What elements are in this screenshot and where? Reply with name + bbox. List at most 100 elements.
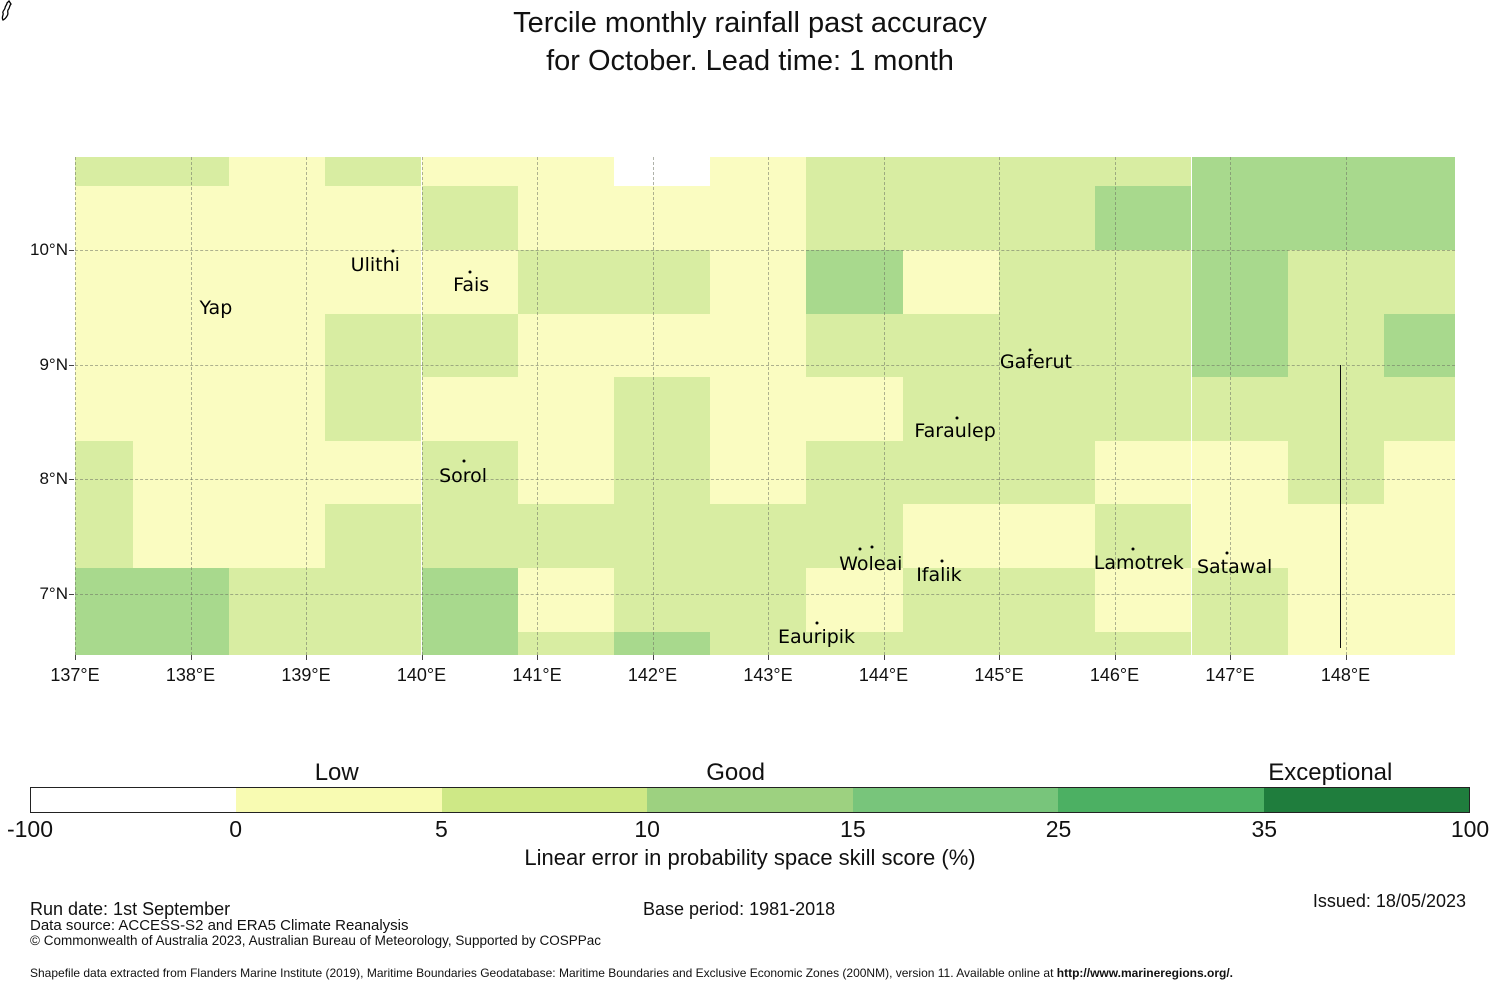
- heatmap-cell: [999, 157, 1096, 187]
- colorbar-tick-label: 5: [435, 816, 448, 842]
- x-axis-tick: [537, 654, 538, 660]
- heatmap-cell: [421, 186, 518, 250]
- heatmap-cell: [614, 186, 711, 250]
- graticule-meridian: [652, 157, 654, 655]
- colorbar-segment: [441, 788, 648, 812]
- graticule-meridian: [1230, 157, 1231, 655]
- heatmap-cell: [710, 313, 807, 378]
- heatmap-cell: [1191, 250, 1288, 314]
- heatmap-cell: [614, 313, 711, 378]
- colorbar-tick-label: 25: [1045, 816, 1072, 842]
- graticule-meridian: [190, 157, 192, 655]
- graticule-meridian: [1114, 157, 1116, 655]
- heatmap-cell: [1383, 568, 1455, 632]
- heatmap-cell: [228, 504, 326, 569]
- colorbar-tick-label: 35: [1251, 816, 1278, 842]
- colorbar-tick-label: 100: [1450, 816, 1490, 842]
- heatmap-cell: [325, 157, 422, 187]
- x-axis-tick: [421, 654, 423, 660]
- x-axis-tick: [1114, 654, 1116, 660]
- x-axis-tick: [883, 654, 885, 660]
- issued-text: Issued: 18/05/2023: [1312, 891, 1466, 911]
- x-tick-label: 140°E: [396, 664, 447, 685]
- heatmap-cell: [325, 377, 422, 441]
- y-axis-tick: [69, 593, 74, 595]
- heatmap-cell: [902, 631, 999, 655]
- heatmap-cell: [614, 250, 711, 314]
- x-axis-tick: [999, 654, 1000, 660]
- heatmap-cell: [710, 186, 807, 250]
- heatmap-cell: [1287, 440, 1384, 505]
- heatmap-cell: [228, 631, 326, 655]
- colorbar-tick-label: 0: [229, 816, 243, 842]
- x-tick-label: 148°E: [1320, 664, 1371, 685]
- island-location-dot: [870, 545, 874, 549]
- heatmap-cell: [614, 377, 711, 441]
- heatmap-cell: [1287, 186, 1384, 250]
- island-location-dot: [940, 559, 944, 563]
- heatmap-cell: [132, 568, 229, 632]
- island-label: Fais: [453, 274, 490, 297]
- heatmap-cell: [325, 568, 422, 632]
- heatmap-cell: [1383, 250, 1455, 314]
- heatmap-cell: [517, 440, 614, 505]
- heatmap-cell: [1095, 313, 1192, 378]
- colorbar-segment: [647, 788, 853, 812]
- heatmap-cell: [132, 186, 229, 250]
- heatmap-cell: [325, 631, 422, 655]
- heatmap-cell: [75, 440, 133, 505]
- heatmap-cell: [710, 440, 807, 505]
- x-tick-label: 141°E: [512, 664, 562, 685]
- heatmap-cell: [132, 504, 229, 569]
- island-location-dot: [1028, 348, 1032, 352]
- x-tick-label: 138°E: [165, 664, 216, 685]
- title-line-1: Tercile monthly rainfall past accuracy: [513, 7, 987, 39]
- x-axis-tick: [75, 654, 76, 660]
- heatmap-cell: [325, 313, 422, 378]
- heatmap-cell: [1095, 631, 1192, 655]
- heatmap-cell: [1191, 568, 1288, 632]
- heatmap-cell: [999, 377, 1096, 441]
- heatmap-cell: [1287, 631, 1384, 655]
- y-tick-label: 7°N: [39, 583, 68, 603]
- island-label: Ifalik: [916, 564, 962, 587]
- heatmap-cell: [902, 568, 999, 632]
- heatmap-cell: [228, 377, 326, 441]
- colorbar-caption: Linear error in probability space skill …: [524, 845, 976, 870]
- copyright-text: © Commonwealth of Australia 2023, Austra…: [30, 933, 602, 948]
- x-tick-label: 147°E: [1205, 664, 1255, 685]
- island-location-dot: [858, 547, 862, 551]
- island-location-dot: [815, 621, 818, 625]
- heatmap-cell: [1287, 250, 1384, 314]
- heatmap-cell: [1095, 377, 1192, 441]
- heatmap-cell: [614, 568, 711, 632]
- graticule-meridian: [883, 157, 885, 655]
- heatmap-cell: [1191, 313, 1288, 378]
- heatmap-cell: [1287, 157, 1384, 187]
- heatmap-cell: [1095, 250, 1192, 314]
- heatmap-cell: [132, 313, 229, 378]
- heatmap-cell: [999, 313, 1096, 378]
- heatmap-cell: [710, 631, 807, 655]
- heatmap-cell: [999, 504, 1096, 569]
- colorbar-category-label: Low: [314, 759, 359, 786]
- x-tick-label: 146°E: [1089, 664, 1140, 685]
- y-tick-label: 9°N: [39, 354, 68, 374]
- colorbar-category-label: Good: [706, 759, 765, 786]
- island-location-dot: [391, 249, 395, 253]
- heatmap-cell: [614, 631, 711, 655]
- heatmap-cell: [421, 313, 518, 378]
- heatmap-cell: [228, 313, 326, 378]
- heatmap-cell: [806, 186, 903, 250]
- heatmap-cell: [1383, 186, 1455, 250]
- heatmap-cell: [421, 504, 518, 569]
- heatmap-cell: [902, 157, 999, 187]
- yap-island-outline-icon: [0, 0, 14, 22]
- heatmap-cell: [228, 250, 326, 314]
- heatmap-cell: [902, 313, 999, 378]
- heatmap-cell: [999, 568, 1096, 632]
- graticule-meridian: [999, 157, 1000, 655]
- heatmap-cell: [228, 568, 326, 632]
- heatmap-cell: [614, 504, 711, 569]
